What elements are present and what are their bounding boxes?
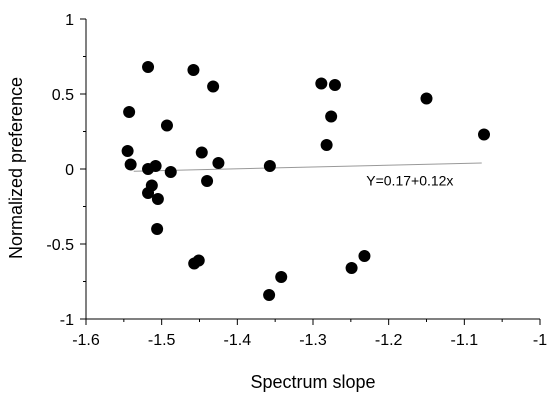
data-point: [151, 223, 164, 235]
data-point: [121, 145, 134, 157]
data-point: [187, 64, 200, 76]
data-point: [275, 271, 288, 283]
data-point: [325, 110, 338, 123]
data-points: [121, 61, 491, 301]
x-tick-label: -1.2: [375, 332, 403, 349]
annotations: Y=0.17+0.12x: [366, 173, 453, 189]
data-point: [358, 250, 371, 262]
data-point: [328, 79, 341, 91]
data-point: [263, 289, 276, 301]
data-point: [263, 160, 276, 172]
data-point: [145, 179, 158, 192]
data-point: [160, 119, 173, 132]
data-point: [201, 175, 214, 187]
x-tick-label: -1.5: [148, 332, 176, 349]
x-tick-label: -1.6: [72, 332, 100, 349]
data-point: [149, 160, 162, 172]
y-tick-label: 1: [65, 12, 74, 29]
y-axis-title: Normalized preference: [6, 77, 26, 259]
data-point: [192, 254, 205, 267]
data-point: [315, 77, 328, 90]
x-tick-label: -1: [533, 332, 547, 349]
data-point: [212, 157, 225, 169]
ticks: -1.6 -1.5 -1.4 -1.3 -1.2 -1.1 -1 1 0.5 0 -0.5 -1: [46, 12, 547, 349]
data-point: [320, 139, 333, 151]
y-tick-label: -1: [60, 312, 74, 329]
x-tick-label: -1.3: [299, 332, 327, 349]
data-point: [164, 166, 177, 178]
x-axis-title: Spectrum slope: [250, 372, 375, 392]
data-point: [345, 262, 358, 274]
data-point: [123, 106, 136, 118]
data-point: [420, 92, 433, 105]
data-point: [478, 128, 491, 141]
y-tick-label: 0: [65, 162, 74, 179]
y-tick-label: -0.5: [46, 237, 74, 254]
data-point: [142, 61, 155, 73]
data-point: [195, 146, 208, 159]
data-point: [124, 158, 137, 171]
regression-equation: Y=0.17+0.12x: [366, 173, 453, 189]
fit-line: [133, 162, 482, 172]
y-tick-label: 0.5: [52, 87, 74, 104]
data-point: [207, 80, 220, 93]
x-tick-label: -1.1: [451, 332, 479, 349]
x-tick-label: -1.4: [224, 332, 252, 349]
data-point: [151, 193, 164, 205]
fit-line-group: [133, 162, 482, 172]
